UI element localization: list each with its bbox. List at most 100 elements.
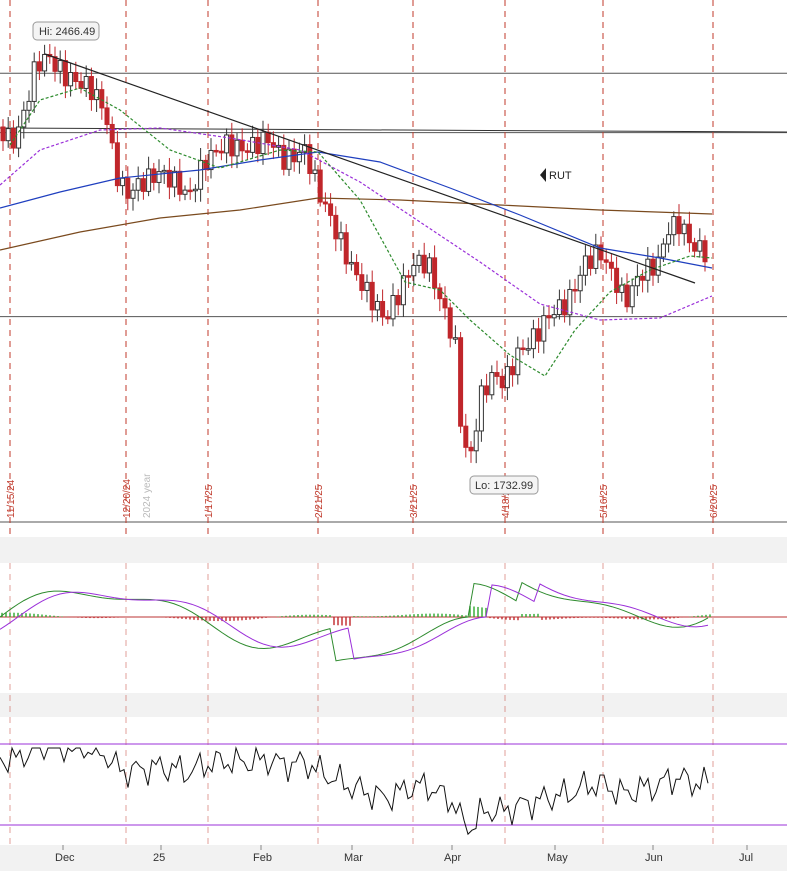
candle-body: [624, 284, 630, 308]
candle-body: [26, 100, 32, 111]
symbol-label: RUT: [549, 170, 572, 182]
candle-body: [213, 149, 219, 153]
candle-body: [255, 136, 261, 155]
candle-body: [296, 151, 302, 163]
candle-body: [192, 188, 198, 192]
panel-separator: [0, 537, 787, 563]
candle-body: [177, 170, 183, 195]
candle-body: [328, 203, 334, 216]
month-label: 25: [153, 852, 165, 864]
candle-body: [530, 328, 536, 350]
candle-body: [546, 315, 552, 319]
candle-body: [260, 131, 266, 155]
candle-body: [697, 240, 703, 252]
month-label: May: [547, 852, 568, 864]
candle-body: [484, 385, 490, 396]
trend-line: [44, 53, 696, 284]
expiration-label: 1/17/25: [204, 484, 215, 518]
candle-body: [52, 56, 58, 72]
candle-body: [166, 169, 172, 188]
candle-body: [629, 285, 635, 308]
candle-body: [541, 315, 547, 342]
candle-body: [406, 275, 412, 278]
candle-body: [333, 214, 339, 240]
candle-body: [364, 281, 370, 291]
candle-body: [125, 177, 131, 199]
month-label: Jul: [739, 852, 753, 864]
candle-body: [198, 159, 204, 190]
candle-body: [120, 177, 126, 187]
candle-body: [161, 169, 167, 173]
rsi-line: [0, 746, 709, 836]
candle-body: [577, 274, 583, 292]
ma-200-line: [0, 197, 713, 251]
candle-body: [302, 144, 308, 153]
candle-body: [385, 316, 391, 320]
marks-layer: [0, 44, 713, 836]
candle-body: [536, 328, 542, 342]
candle-body: [640, 275, 646, 281]
candle-body: [400, 275, 406, 306]
candle-body: [598, 244, 604, 261]
candle-body: [36, 61, 42, 72]
candle-body: [390, 295, 396, 320]
candle-body: [229, 134, 235, 157]
candle-body: [42, 53, 48, 72]
candle-body: [224, 134, 230, 154]
candle-body: [686, 223, 692, 244]
candle-body: [374, 300, 380, 311]
rsi-panel: [0, 717, 787, 845]
candle-body: [109, 123, 115, 144]
candle-body: [239, 139, 245, 152]
candle-body: [582, 255, 588, 276]
candle-body: [692, 242, 698, 252]
month-label: Feb: [253, 852, 272, 864]
candle-body: [62, 60, 68, 87]
candle-body: [520, 347, 526, 351]
ma-mid-line: [0, 127, 713, 321]
expiration-label: 5/16/25: [599, 484, 610, 518]
candle-body: [140, 178, 146, 192]
panel-separator: [0, 693, 787, 717]
month-label: Dec: [55, 852, 75, 864]
candle-body: [681, 223, 687, 235]
candle-body: [619, 284, 625, 293]
candle-body: [489, 372, 495, 396]
candle-body: [338, 232, 344, 240]
candle-body: [0, 126, 6, 142]
candle-body: [458, 337, 464, 427]
candle-body: [671, 216, 677, 236]
candle-body: [442, 298, 448, 309]
candle-body: [265, 131, 271, 144]
hi-callout: Hi: 2466.49: [32, 21, 100, 41]
symbol-marker: RUT: [540, 168, 572, 182]
candle-body: [348, 261, 354, 265]
candle-body: [73, 71, 79, 82]
candle-body: [130, 189, 136, 199]
year-label: 2024 year: [142, 473, 153, 518]
candle-body: [463, 425, 469, 448]
candle-body: [151, 168, 157, 183]
candle-body: [426, 257, 432, 274]
candle-body: [94, 89, 100, 101]
candle-body: [31, 61, 37, 102]
candle-body: [551, 314, 557, 319]
candle-body: [608, 261, 614, 269]
expiration-label: 3/21/25: [409, 484, 420, 518]
candle-body: [104, 107, 110, 125]
hi-label: Hi: 2466.49: [39, 26, 95, 38]
candle-body: [395, 295, 401, 306]
candle-body: [432, 257, 438, 289]
candle-body: [562, 299, 568, 316]
candle-body: [172, 170, 178, 188]
candle-body: [322, 201, 328, 205]
candle-body: [468, 446, 474, 452]
candle-body: [603, 259, 609, 263]
candle-body: [567, 288, 573, 316]
candle-body: [588, 255, 594, 269]
lo-callout: Lo: 1732.99: [469, 475, 539, 495]
candle-body: [99, 89, 105, 109]
candle-body: [447, 307, 453, 339]
labels-layer: 11/15/24 12/20/24 1/17/25 2/21/25 3/21/25 4/1…: [6, 479, 753, 864]
